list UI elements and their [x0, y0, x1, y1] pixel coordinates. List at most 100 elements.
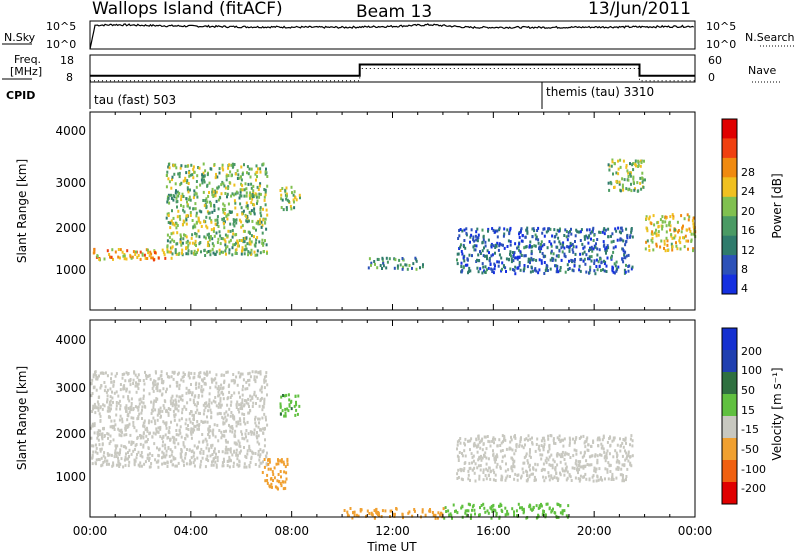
power-cells-cell [178, 171, 181, 175]
power-cells-cell [215, 172, 217, 176]
power-cells-cell [692, 232, 695, 236]
vel-cells-cell [138, 464, 141, 468]
vel-cells-cell [93, 422, 96, 426]
vel-cells-cell [538, 444, 541, 448]
vel-cells-cell [264, 426, 266, 430]
vel-cells-cell [98, 412, 101, 416]
vel-cells-cell [469, 478, 471, 482]
power-cells-cell [554, 235, 557, 238]
power-cells-cell [171, 238, 174, 242]
power-cells-cell [619, 165, 622, 169]
vel-cells-cell [148, 373, 151, 377]
power-cells-cell [565, 235, 568, 239]
freq-panel: Freq. [MHz] 18 8 60 0 Nave [2, 53, 782, 84]
vel-cells-cell [188, 412, 191, 416]
power-cells-cell [231, 253, 234, 257]
power-cells-cell [608, 188, 611, 192]
vel-cells-cell [190, 410, 193, 414]
power-cells-cell [370, 261, 373, 265]
power-cells-cell [185, 246, 188, 250]
power-cells-cell [620, 226, 623, 230]
vel-cells-cell [491, 504, 494, 508]
power-cells-cell [623, 253, 626, 257]
power-cells-cell [537, 226, 540, 230]
vel-cells-cell [145, 434, 148, 438]
cpid-panel: CPID tau (fast) 503 themis (tau) 3310 [6, 82, 654, 109]
power-cells-cell [567, 245, 570, 249]
power-cells-cell [176, 224, 179, 227]
vel-cells-cell [216, 387, 219, 391]
power-cells-cell [186, 239, 189, 243]
power-cells-cell [261, 231, 264, 235]
power-cells-cell [168, 180, 171, 184]
power-cells-cell [287, 199, 290, 203]
power-cells-cell [639, 164, 642, 168]
vel-cells-cell [285, 471, 288, 475]
power-cells-cell [171, 175, 174, 179]
vel-cells-cell [186, 448, 188, 451]
power-cells-cell [243, 252, 246, 256]
vel-cells-cell [608, 452, 611, 456]
vel-cells-cell [235, 448, 238, 452]
power-cells-cell [264, 188, 267, 192]
vel-cells-cell [99, 449, 102, 453]
power-cells-cell [208, 238, 211, 242]
vel-cells-cell [456, 440, 459, 444]
velocity-cbar-label: Velocity [m s⁻¹] [770, 367, 784, 460]
power-cells-cell [556, 228, 559, 232]
vel-cells-cell [505, 462, 507, 466]
power-cells-cell [542, 255, 545, 259]
power-cells-cell [686, 213, 689, 217]
power-cells-cell [592, 247, 595, 251]
vel-cells-cell [535, 468, 538, 472]
vel-cells-cell [248, 447, 251, 451]
power-cells-cell [176, 205, 178, 209]
vel-cells-cell [257, 449, 260, 453]
power-cells-cell [498, 244, 501, 248]
power-cells-cell [168, 250, 171, 254]
vel-cells-cell [91, 422, 94, 426]
power-cells-cell [610, 254, 613, 258]
vel-cells-cell [258, 417, 261, 421]
power-cells-cell [250, 234, 253, 238]
vel-cells-cell [273, 466, 276, 470]
vel-cells-cell [96, 400, 99, 404]
vel-cells-cell [157, 459, 160, 463]
power-cells-cell [235, 252, 238, 255]
vel-cells-cell [123, 433, 126, 437]
power-cells-cell [558, 229, 560, 233]
vel-cells-cell [167, 413, 170, 417]
vel-cells-cell [563, 473, 566, 477]
vel-cells-cell [249, 394, 252, 398]
power-cells-cell [627, 175, 630, 178]
vel-cells-cell [211, 443, 214, 447]
vel-cells-cell [289, 400, 292, 404]
power-cells-cell [189, 188, 191, 192]
power-cells-cell [629, 172, 632, 176]
vel-cells-cell [223, 373, 226, 377]
vel-cells-cell [456, 454, 459, 458]
power-cells-cell [198, 242, 201, 246]
power-cells-cell [241, 188, 244, 192]
power-cells-cell [568, 267, 571, 270]
vel-cells-cell [548, 463, 551, 467]
vel-cells-cell [553, 441, 555, 445]
vel-cells-cell [120, 434, 123, 438]
power-cells-cell [406, 267, 409, 271]
vel-cells-cell [575, 459, 578, 463]
power-cells-cell [510, 257, 513, 261]
vel-cells-cell [218, 403, 221, 407]
vel-cells-cell [476, 445, 479, 449]
power-cells-cell [523, 254, 526, 258]
power-cells-cell [222, 202, 225, 206]
vel-cells-cell [157, 408, 160, 412]
power-cells-cell [503, 246, 506, 250]
vel-cells-cell [288, 398, 291, 402]
power-cells-cell [477, 233, 480, 237]
power-cells-cell [185, 214, 188, 218]
power-cells-cell [215, 199, 218, 203]
vel-cells-cell [610, 478, 613, 481]
vel-cells-cell [165, 453, 168, 457]
vel-cells-cell [461, 452, 463, 455]
vel-cells-cell [243, 417, 246, 421]
